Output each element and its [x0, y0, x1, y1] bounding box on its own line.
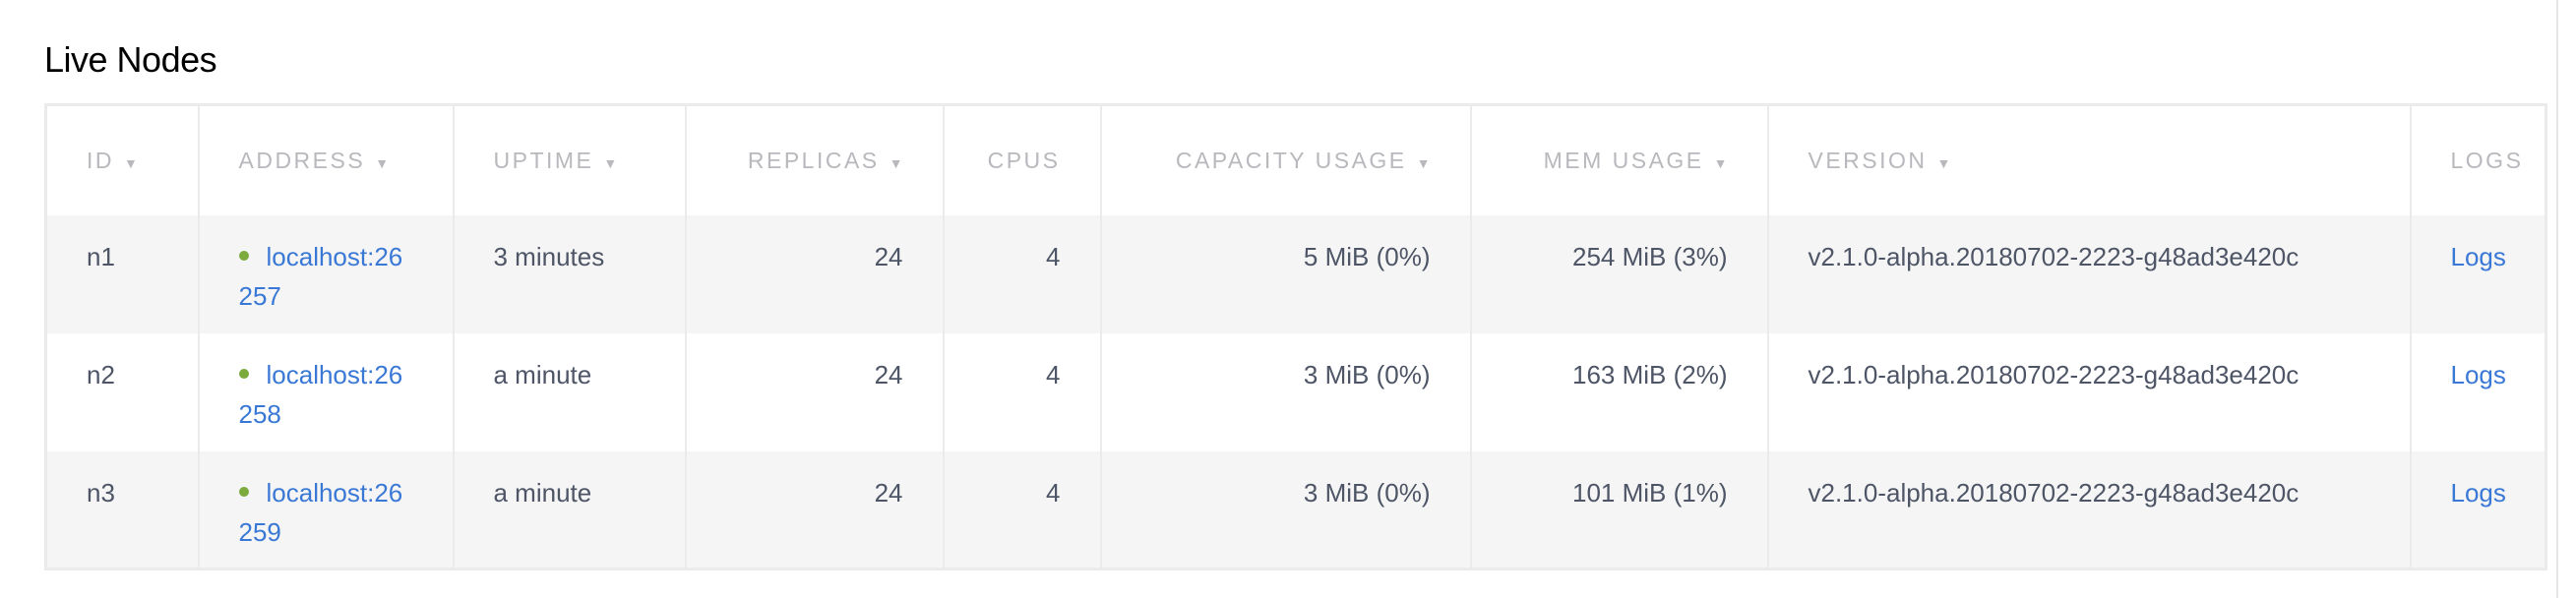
table-row: n3 localhost:26259 a minute 24 4 3 MiB (0%) 10… — [44, 450, 2547, 569]
node-version: v2.1.0-alpha.20180702-2223-g48ad3e420c — [1766, 214, 2412, 333]
page-title: Live Nodes — [44, 39, 217, 81]
table-header-row: ID ▼ ADDRESS ▼ UPTIME ▼ REPLICAS ▼ CPUS CAPACITY … — [44, 104, 2547, 215]
node-id: n1 — [44, 214, 200, 333]
node-cpus: 4 — [942, 332, 1102, 451]
node-cpus: 4 — [942, 450, 1102, 569]
logs-link[interactable]: Logs — [2450, 477, 2506, 508]
node-address-link[interactable]: localhost:26257 — [238, 241, 403, 311]
node-logs-cell: Logs — [2409, 332, 2547, 451]
sort-arrow-icon[interactable]: ▼ — [375, 154, 390, 171]
node-capacity-usage: 3 MiB (0%) — [1099, 450, 1472, 569]
table-body: n1 localhost:26257 3 minutes 24 4 5 MiB (0%) 2… — [44, 214, 2547, 569]
status-live-dot-icon — [238, 368, 249, 379]
node-address-link[interactable]: localhost:26259 — [238, 477, 403, 547]
scrollbar-track — [2556, 0, 2558, 598]
node-uptime: 3 minutes — [452, 214, 687, 333]
column-header-cpus: CPUS — [942, 104, 1102, 215]
column-header-label: MEM USAGE — [1543, 147, 1704, 173]
node-mem-usage: 163 MiB (2%) — [1469, 332, 1769, 451]
sort-arrow-icon[interactable]: ▼ — [603, 154, 618, 171]
status-live-dot-icon — [238, 486, 249, 497]
table-row: n1 localhost:26257 3 minutes 24 4 5 MiB (0%) 2… — [44, 214, 2547, 333]
column-header-address[interactable]: ADDRESS ▼ — [197, 104, 455, 215]
sort-arrow-icon[interactable]: ▼ — [1936, 154, 1951, 171]
column-header-label: VERSION — [1808, 147, 1928, 173]
node-uptime: a minute — [452, 332, 687, 451]
column-header-label: ADDRESS — [238, 147, 366, 173]
column-header-logs: LOGS — [2409, 104, 2547, 215]
sort-arrow-icon[interactable]: ▼ — [889, 154, 903, 171]
node-capacity-usage: 3 MiB (0%) — [1099, 332, 1472, 451]
node-id: n2 — [44, 332, 200, 451]
logs-link[interactable]: Logs — [2450, 241, 2506, 271]
column-header-id[interactable]: ID ▼ — [44, 104, 200, 215]
column-header-label: REPLICAS — [747, 147, 880, 173]
node-address-cell: localhost:26259 — [197, 450, 455, 569]
column-header-label: LOGS — [2450, 147, 2524, 173]
node-replicas: 24 — [684, 332, 945, 451]
node-address-cell: localhost:26257 — [197, 214, 455, 333]
sort-arrow-icon[interactable]: ▼ — [1713, 154, 1728, 171]
sort-arrow-icon[interactable]: ▼ — [124, 154, 138, 171]
logs-link[interactable]: Logs — [2450, 359, 2506, 389]
node-uptime: a minute — [452, 450, 687, 569]
column-header-capacity-usage[interactable]: CAPACITY USAGE ▼ — [1099, 104, 1472, 215]
column-header-replicas[interactable]: REPLICAS ▼ — [684, 104, 945, 215]
node-id: n3 — [44, 450, 200, 569]
column-header-label: CAPACITY USAGE — [1175, 147, 1407, 173]
node-replicas: 24 — [684, 450, 945, 569]
node-version: v2.1.0-alpha.20180702-2223-g48ad3e420c — [1766, 450, 2412, 569]
node-mem-usage: 254 MiB (3%) — [1469, 214, 1769, 333]
node-version: v2.1.0-alpha.20180702-2223-g48ad3e420c — [1766, 332, 2412, 451]
node-mem-usage: 101 MiB (1%) — [1469, 450, 1769, 569]
column-header-label: UPTIME — [493, 147, 594, 173]
node-cpus: 4 — [942, 214, 1102, 333]
column-header-version[interactable]: VERSION ▼ — [1766, 104, 2412, 215]
node-capacity-usage: 5 MiB (0%) — [1099, 214, 1472, 333]
column-header-label: ID — [87, 147, 114, 173]
node-address-link[interactable]: localhost:26258 — [238, 359, 403, 429]
column-header-mem-usage[interactable]: MEM USAGE ▼ — [1469, 104, 1769, 215]
column-header-label: CPUS — [987, 147, 1061, 173]
column-header-uptime[interactable]: UPTIME ▼ — [452, 104, 687, 215]
status-live-dot-icon — [238, 250, 249, 261]
sort-arrow-icon[interactable]: ▼ — [1416, 154, 1431, 171]
node-replicas: 24 — [684, 214, 945, 333]
live-nodes-table: ID ▼ ADDRESS ▼ UPTIME ▼ REPLICAS ▼ CPUS CAPACITY … — [44, 103, 2547, 570]
node-logs-cell: Logs — [2409, 214, 2547, 333]
table-row: n2 localhost:26258 a minute 24 4 3 MiB (0%) 16… — [44, 332, 2547, 451]
node-logs-cell: Logs — [2409, 450, 2547, 569]
node-address-cell: localhost:26258 — [197, 332, 455, 451]
